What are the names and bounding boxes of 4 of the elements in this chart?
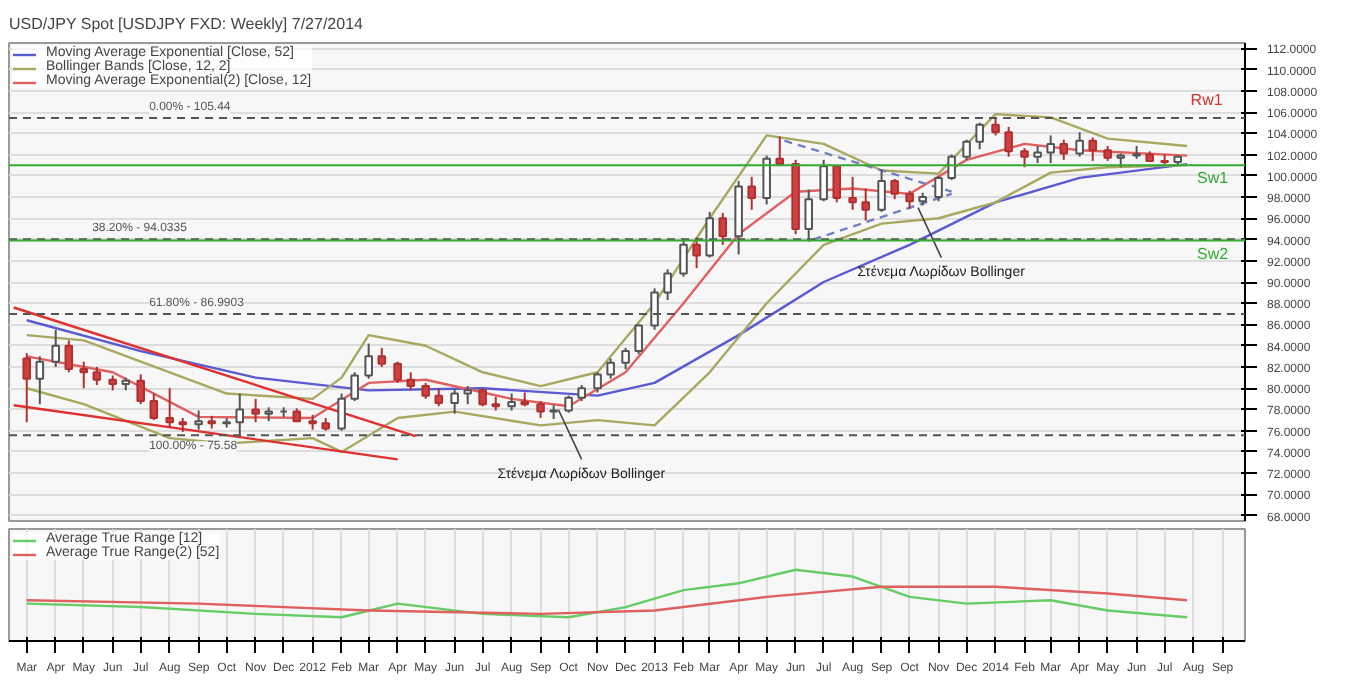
ref-line-label: Sw2 [1197, 244, 1230, 263]
ref-line-label: Sw1 [1197, 169, 1230, 188]
annotation: Rw1 [1190, 90, 1224, 109]
chart-title: USD/JPY Spot [USDJPY FXD: Weekly] 7/27/2014 [9, 15, 365, 33]
